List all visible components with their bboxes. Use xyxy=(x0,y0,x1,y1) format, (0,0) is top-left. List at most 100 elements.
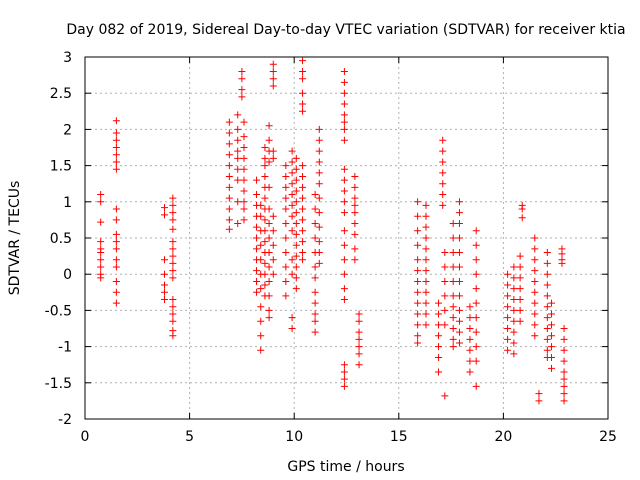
data-point xyxy=(531,267,539,275)
data-point xyxy=(351,194,359,202)
data-point xyxy=(455,248,463,256)
data-point xyxy=(269,82,277,90)
data-point xyxy=(261,259,269,267)
data-point xyxy=(299,227,307,235)
data-point xyxy=(240,216,248,224)
data-point xyxy=(288,314,296,322)
data-point xyxy=(282,194,290,202)
data-point xyxy=(265,263,273,271)
data-point xyxy=(441,392,449,400)
data-point xyxy=(543,270,551,278)
data-point xyxy=(253,234,261,242)
data-point xyxy=(435,321,443,329)
data-point xyxy=(112,299,120,307)
data-point xyxy=(269,60,277,68)
data-point xyxy=(449,248,457,256)
data-point xyxy=(315,259,323,267)
data-point xyxy=(265,220,273,228)
data-point xyxy=(548,343,556,351)
data-point xyxy=(97,191,105,199)
data-point xyxy=(422,234,430,242)
data-point xyxy=(240,154,248,162)
data-point xyxy=(97,274,105,282)
data-point xyxy=(340,78,348,86)
data-point xyxy=(311,317,319,325)
data-point xyxy=(439,158,447,166)
data-point xyxy=(160,256,168,264)
data-point xyxy=(112,144,120,151)
data-point xyxy=(288,270,296,278)
data-point xyxy=(169,216,177,224)
data-point xyxy=(414,332,422,340)
data-point xyxy=(225,194,233,202)
data-point xyxy=(112,158,120,166)
data-point xyxy=(299,248,307,256)
data-point xyxy=(435,310,443,318)
data-point xyxy=(560,357,568,365)
x-tick-label: 15 xyxy=(390,429,408,445)
data-point xyxy=(510,350,518,358)
data-point xyxy=(355,317,363,325)
data-point xyxy=(160,288,168,296)
data-point xyxy=(288,147,296,155)
data-point xyxy=(261,172,269,180)
data-point xyxy=(435,332,443,340)
data-point xyxy=(355,343,363,351)
data-point xyxy=(504,292,512,300)
data-point xyxy=(112,205,120,213)
data-point xyxy=(340,375,348,383)
data-point xyxy=(299,162,307,170)
data-point xyxy=(535,390,543,398)
data-point xyxy=(265,277,273,285)
data-point xyxy=(292,154,300,162)
data-point xyxy=(510,296,518,304)
data-point xyxy=(548,332,556,340)
data-point xyxy=(112,263,120,271)
data-point xyxy=(466,368,474,376)
data-point xyxy=(516,274,524,282)
data-point xyxy=(169,303,177,311)
data-point xyxy=(340,118,348,126)
data-point xyxy=(548,299,556,307)
data-points xyxy=(97,57,568,405)
data-point xyxy=(160,204,168,212)
data-point xyxy=(311,234,319,242)
data-point xyxy=(299,256,307,264)
data-point xyxy=(169,317,177,325)
data-point xyxy=(455,220,463,228)
data-point xyxy=(238,86,246,94)
data-point xyxy=(355,335,363,343)
data-point xyxy=(449,335,457,343)
data-point xyxy=(240,198,248,206)
data-point xyxy=(265,136,273,144)
data-point xyxy=(160,281,168,289)
data-point xyxy=(466,303,474,311)
data-point xyxy=(455,209,463,217)
data-point xyxy=(422,299,430,307)
data-point xyxy=(112,165,120,173)
data-point xyxy=(560,382,568,390)
data-point xyxy=(288,201,296,209)
data-point xyxy=(340,136,348,144)
data-point xyxy=(261,216,269,224)
data-point xyxy=(340,270,348,278)
data-point xyxy=(472,299,480,307)
data-point xyxy=(510,274,518,282)
data-point xyxy=(240,133,248,141)
data-point xyxy=(340,187,348,195)
data-point xyxy=(97,238,105,246)
data-point xyxy=(97,198,105,206)
data-point xyxy=(238,67,246,75)
data-point xyxy=(510,317,518,325)
data-point xyxy=(472,256,480,264)
data-point xyxy=(315,209,323,217)
data-point xyxy=(472,343,480,351)
data-point xyxy=(340,241,348,249)
y-axis-label: SDTVAR / TECUs xyxy=(7,181,23,296)
data-point xyxy=(97,248,105,256)
data-point xyxy=(315,223,323,231)
data-point xyxy=(518,214,526,222)
data-point xyxy=(560,325,568,332)
data-point xyxy=(466,325,474,332)
